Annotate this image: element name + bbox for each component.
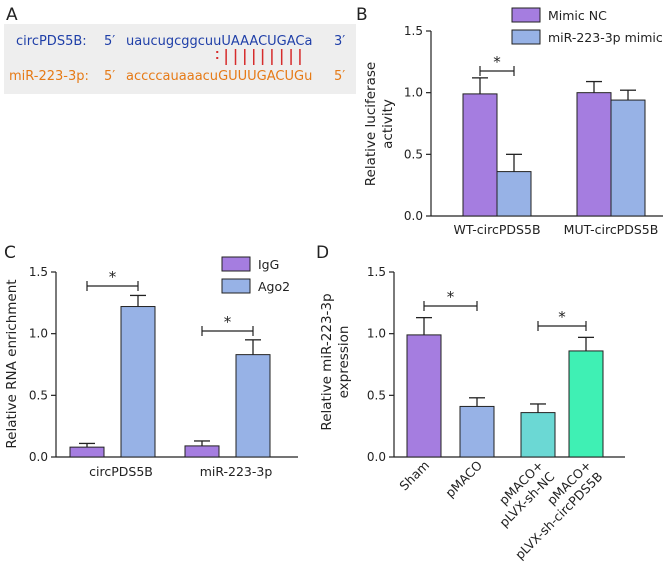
base-pairing-marks: [216, 49, 301, 65]
wobble-pair-dot: [216, 51, 219, 53]
panel-a-sequence-alignment: circPDS5B: 5′ uaucugcggcuuUAAACUGACa 3′ …: [4, 24, 356, 94]
y-tick-label: 1.5: [404, 24, 423, 38]
y-axis-title: Relative miR-223-3pexpression: [319, 293, 352, 430]
y-tick-label: 1.0: [404, 86, 423, 100]
y-tick-label: 0.0: [367, 450, 386, 464]
mir223-sequence: accccauaaacuGUUUGACUGu: [126, 69, 312, 84]
y-tick-label: 0.5: [404, 147, 423, 161]
mir223-5prime-end: 5′: [334, 69, 345, 84]
y-axis-title: Relative luciferaseactivity: [363, 62, 396, 186]
significance-star: *: [447, 288, 455, 306]
x-category-label: WT-circPDS5B: [453, 222, 540, 237]
significance-star: *: [109, 268, 117, 286]
panel-letter-a: A: [6, 5, 18, 25]
bar: [235, 354, 271, 458]
panel-letter-c: C: [4, 243, 16, 263]
wobble-pair-dot: [216, 57, 219, 59]
y-tick-label: 0.0: [404, 209, 423, 223]
x-category-label: pMACO: [442, 457, 485, 500]
x-category-label: Sham: [396, 458, 432, 494]
bar: [459, 405, 495, 458]
bar: [120, 306, 156, 458]
bar: [520, 412, 556, 458]
legend-label: Mimic NC: [548, 8, 607, 23]
y-tick-label: 0.5: [29, 388, 48, 402]
mir223-5prime: 5′: [104, 69, 115, 84]
significance-star: *: [493, 53, 501, 71]
bar: [462, 93, 498, 217]
legend-label: Ago2: [258, 279, 290, 294]
circpds5b-5prime: 5′: [104, 34, 115, 49]
legend-swatch: [511, 29, 541, 45]
y-tick-label: 1.0: [29, 327, 48, 341]
y-tick-label: 1.0: [367, 327, 386, 341]
bar: [568, 350, 604, 458]
circpds5b-3prime: 3′: [334, 34, 345, 49]
circpds5b-label: circPDS5B:: [16, 34, 87, 49]
significance-star: *: [224, 313, 232, 331]
significance-star: *: [558, 308, 566, 326]
x-category-label: miR-223-3p: [200, 464, 273, 479]
legend-swatch: [221, 278, 251, 294]
mir223-label: miR-223-3p:: [9, 69, 89, 84]
bar: [184, 445, 220, 458]
y-tick-label: 1.5: [367, 265, 386, 279]
alignment-box: [4, 24, 356, 94]
legend-swatch: [221, 256, 251, 272]
bar: [406, 334, 442, 458]
panel-letter-b: B: [356, 5, 368, 25]
panel-letter-d: D: [316, 243, 329, 263]
legend-label: IgG: [258, 257, 279, 272]
bar: [610, 99, 646, 217]
bar: [576, 92, 612, 217]
bar: [496, 171, 532, 217]
panel-b-luciferase-chart: 0.0 0.5 1.0 1.5 WT-circPDS5B MUT-circPDS5B * Re…: [363, 7, 663, 237]
bar: [69, 446, 105, 458]
y-tick-label: 1.5: [29, 265, 48, 279]
x-category-label: circPDS5B: [89, 464, 153, 479]
x-category-label: MUT-circPDS5B: [564, 222, 659, 237]
y-axis-title: Relative RNA enrichment: [4, 279, 20, 448]
legend-swatch: [511, 7, 541, 23]
circpds5b-sequence: uaucugcggcuuUAAACUGACa: [126, 34, 312, 49]
y-tick-label: 0.5: [367, 388, 386, 402]
panel-c-rna-enrichment-chart: 0.0 0.5 1.0 1.5 circPDS5B miR-223-3p * * Relativ…: [4, 256, 298, 479]
legend-label: miR-223-3p mimic: [548, 30, 663, 45]
y-tick-label: 0.0: [29, 450, 48, 464]
